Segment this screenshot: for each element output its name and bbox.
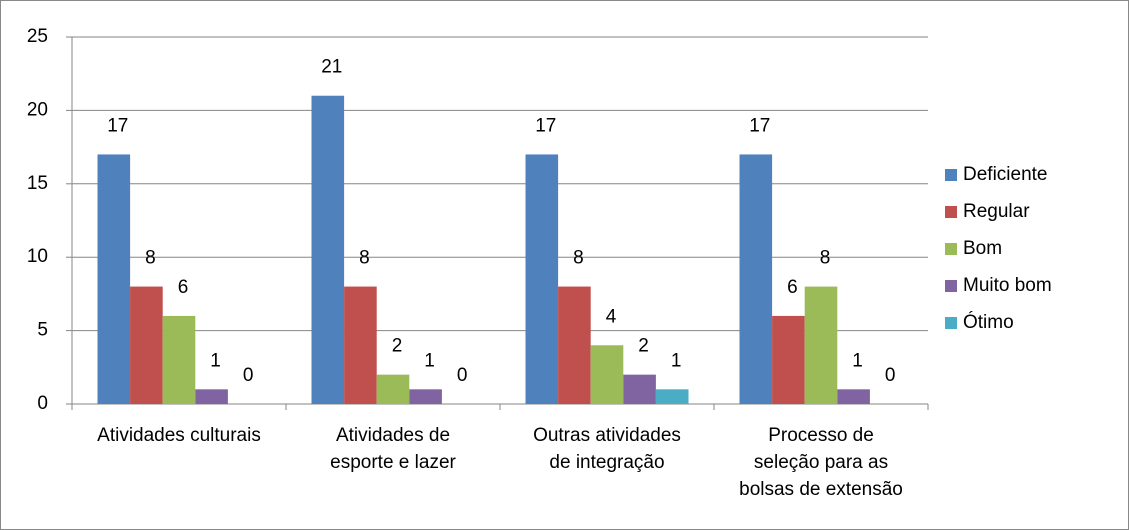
legend-swatch: [945, 169, 957, 181]
bar: [311, 95, 345, 404]
legend-swatch: [945, 206, 957, 218]
y-tick-label: 15: [27, 173, 48, 194]
legend-label: Deficiente: [963, 164, 1048, 185]
y-tick-label: 0: [37, 393, 48, 414]
bar: [655, 389, 689, 404]
bar: [130, 286, 163, 404]
data-label: 2: [638, 336, 649, 357]
bar: [590, 345, 624, 404]
y-tick-label: 5: [37, 320, 48, 341]
data-label: 8: [820, 248, 831, 269]
bar: [558, 286, 591, 404]
data-label: 8: [573, 248, 584, 269]
bar: [804, 286, 838, 404]
x-tick-label: Atividades de esporte e lazer: [330, 425, 456, 473]
bar: [409, 389, 442, 404]
data-label: 1: [671, 350, 682, 371]
data-label: 0: [885, 365, 896, 386]
data-label: 4: [606, 306, 617, 327]
data-label: 8: [145, 248, 156, 269]
bar: [195, 389, 228, 404]
data-label: 6: [787, 277, 798, 298]
legend-swatch: [945, 317, 957, 329]
data-label: 6: [178, 277, 189, 298]
legend-swatch: [945, 243, 957, 255]
x-tick-label-box: Atividades de esporte e lazer: [330, 425, 456, 473]
y-tick-label: 10: [27, 246, 48, 267]
x-tick-label-box: Outras atividades de integração: [533, 425, 681, 473]
bar: [97, 154, 131, 404]
x-tick-label: Processo de seleção para as bolsas de ex…: [739, 425, 903, 500]
x-tick-label-box: Processo de seleção para as bolsas de ex…: [739, 425, 903, 500]
y-tick-label: 20: [27, 99, 48, 120]
data-label: 17: [749, 115, 770, 136]
data-label: 1: [852, 350, 863, 371]
legend-swatch: [945, 280, 957, 292]
x-tick-label: Atividades culturais: [97, 425, 261, 446]
bar: [739, 154, 773, 404]
bar: [344, 286, 377, 404]
data-label: 21: [321, 57, 342, 78]
y-tick-label: 25: [27, 26, 48, 47]
bar: [772, 315, 805, 404]
data-label: 2: [392, 336, 403, 357]
data-label: 8: [359, 248, 370, 269]
bar: [525, 154, 559, 404]
data-label: 17: [535, 115, 556, 136]
bar: [162, 315, 196, 404]
data-label: 1: [424, 350, 435, 371]
data-label: 0: [243, 365, 254, 386]
x-tick-label: Outras atividades de integração: [533, 425, 681, 473]
x-tick-label-box: Atividades culturais: [97, 425, 261, 446]
legend-label: Regular: [963, 201, 1030, 222]
legend-label: Ótimo: [963, 311, 1014, 333]
bar: [376, 374, 410, 404]
data-label: 1: [210, 350, 221, 371]
bar: [623, 374, 656, 404]
legend-label: Muito bom: [963, 275, 1052, 296]
data-label: 0: [457, 365, 468, 386]
data-label: 17: [107, 115, 128, 136]
bar: [837, 389, 870, 404]
legend-label: Bom: [963, 238, 1002, 259]
